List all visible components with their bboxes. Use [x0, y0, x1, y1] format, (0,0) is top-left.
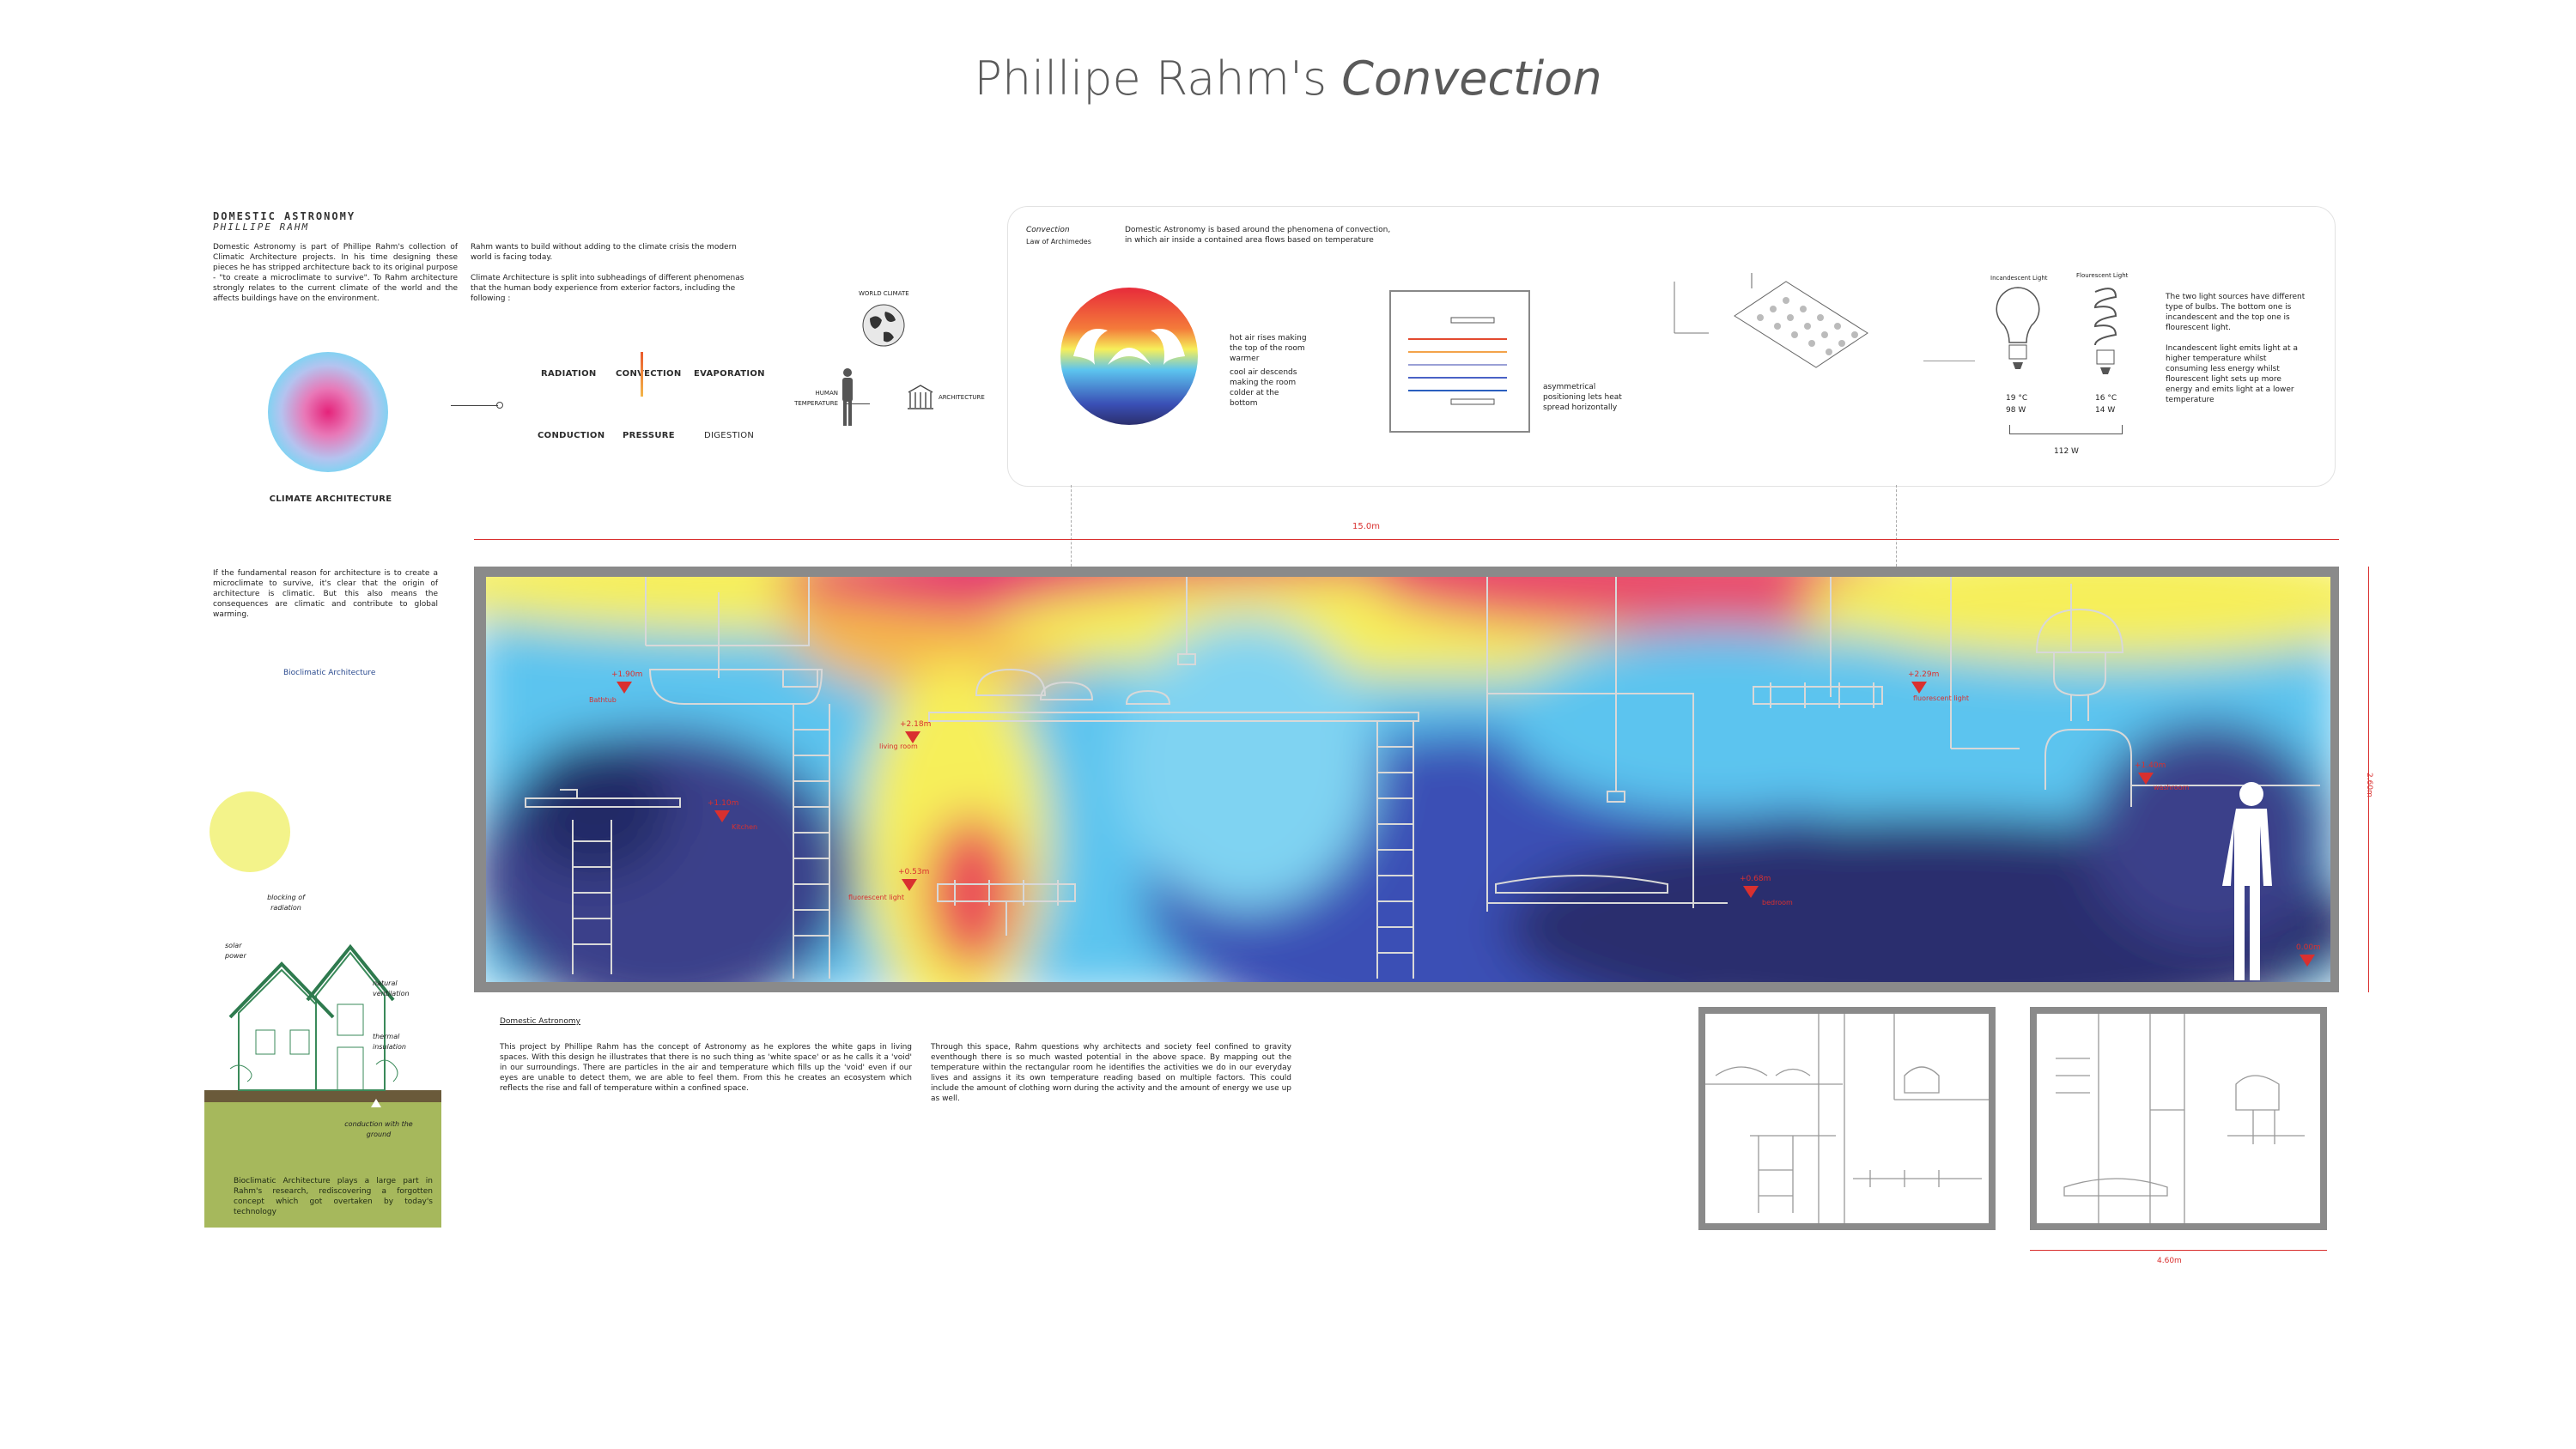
- marker-living-text: living room: [879, 743, 918, 750]
- convection-thermometer: [641, 352, 643, 397]
- incandescent-bulb-icon: [1992, 283, 2044, 386]
- bulb1-label: Incandescent Light: [1990, 275, 2048, 282]
- fluorescent-bulb-icon: [2088, 283, 2123, 386]
- sun-circle: [210, 791, 290, 872]
- thermal-ins-label: thermal insulation: [373, 1033, 406, 1051]
- architecture-label: ARCHITECTURE: [939, 394, 985, 401]
- marker-bathtub-tri: [617, 682, 632, 694]
- ground-label: conduction with the ground: [344, 1120, 413, 1138]
- bio-title: Bioclimatic Architecture: [283, 669, 376, 677]
- arrow-dot: [496, 402, 503, 409]
- convection-panel: [1007, 206, 2336, 487]
- intro-heading: DOMESTIC ASTRONOMY: [213, 210, 356, 222]
- architecture-icon: [906, 382, 935, 411]
- marker-bathtub: +1.90m: [611, 670, 643, 679]
- bulb1-watt: 98 W: [2006, 406, 2026, 415]
- title-italic: Convection: [1341, 52, 1602, 106]
- convection-sphere: [1056, 283, 1202, 429]
- conv-sublabel: Law of Archimedes: [1026, 238, 1091, 246]
- page-title: Phillipe Rahm's Convection: [0, 52, 2576, 106]
- phen-conduction: CONDUCTION: [538, 431, 605, 440]
- width-dim-line: [474, 539, 2339, 540]
- marker-washroom-tri: [2138, 773, 2154, 785]
- conv-desc: Domestic Astronomy is based around the p…: [1125, 226, 1391, 245]
- bottom-dim-line: [2030, 1250, 2327, 1251]
- marker-fl2-h: +2.29m: [1908, 670, 1940, 679]
- bulb2-label: Flourescent Light: [2076, 272, 2129, 279]
- human-temp-label: HUMAN TEMPERATURE: [794, 390, 838, 407]
- marker-kitchen-h: +1.10m: [708, 799, 739, 808]
- asym-text: asymmetrical positioning lets heat sprea…: [1543, 383, 1622, 412]
- marker-washroom-h: +1.40m: [2135, 761, 2166, 770]
- human-icon: [838, 367, 857, 427]
- small-section-1: [1698, 1007, 1996, 1230]
- climate-gradient-circle: [268, 352, 388, 472]
- height-dim-label: 2.60m: [2365, 773, 2373, 797]
- section-drawing: [474, 567, 2339, 992]
- small-section-2: [2030, 1007, 2327, 1230]
- marker-fl1-tri: [902, 879, 917, 891]
- solar-label: solar power: [225, 942, 246, 960]
- marker-bedroom-text: bedroom: [1762, 899, 1793, 906]
- phen-digestion: DIGESTION: [704, 431, 755, 440]
- intro-col2b: Climate Architecture is split into subhe…: [471, 274, 744, 303]
- light-text-1: The two light sources have different typ…: [2166, 293, 2306, 332]
- marker-bedroom-h: +0.68m: [1740, 875, 1771, 883]
- intro-subheading: PHILLIPE RAHM: [213, 221, 310, 233]
- cool-air-text: cool air descends making the room colder…: [1230, 368, 1297, 408]
- marker-bathtub-text: Bathtub: [589, 696, 617, 704]
- world-climate-label: WORLD CLIMATE: [859, 290, 909, 297]
- hot-air-text: hot air rises making the top of the room…: [1230, 334, 1307, 363]
- marker-bedroom-tri: [1743, 886, 1759, 898]
- bulb-bracket: [2009, 425, 2123, 434]
- phen-pressure: PRESSURE: [623, 431, 675, 440]
- height-dim-line: [2368, 567, 2369, 992]
- bottom-heading: Domestic Astronomy: [500, 1017, 580, 1026]
- marker-kitchen-text: Kitchen: [732, 823, 758, 831]
- climate-caption: CLIMATE ARCHITECTURE: [269, 494, 392, 504]
- marker-living-h: +2.18m: [900, 720, 932, 729]
- conduction-arrow-icon: [371, 1099, 381, 1107]
- intro-col1: Domestic Astronomy is part of Phillipe R…: [213, 243, 458, 303]
- link-line-1: [846, 403, 870, 404]
- title-main: Phillipe Rahm's: [974, 52, 1327, 106]
- guide-line-right: [1896, 485, 1897, 571]
- light-text-2: Incandescent light emits light at a high…: [2166, 344, 2298, 404]
- bottom-dim-label: 4.60m: [2157, 1257, 2182, 1265]
- bulb1-temp: 19 °C: [2006, 394, 2028, 403]
- marker-fl2-tri: [1911, 682, 1927, 694]
- conv-label: Convection: [1026, 226, 1070, 234]
- marker-kitchen-tri: [714, 810, 730, 822]
- room-diagram: [1389, 290, 1530, 433]
- bioclimatic-house: [204, 936, 441, 1228]
- marker-fl1-text: fluorescent light: [848, 894, 905, 901]
- marker-fl1-h: +0.53m: [898, 868, 930, 876]
- phen-convection: CONVECTION: [616, 369, 682, 379]
- marker-floor-h: 0.00m: [2296, 943, 2321, 952]
- bottom-col2: Through this space, Rahm questions why a…: [931, 1043, 1291, 1103]
- marker-living-tri: [905, 731, 920, 743]
- intro-col2a: Rahm wants to build without adding to th…: [471, 243, 737, 262]
- marker-fl2-text: fluorescent light: [1913, 694, 1970, 702]
- natural-vent-label: natural ventilation: [373, 979, 410, 997]
- phen-radiation: RADIATION: [541, 369, 597, 379]
- bulb-total: 112 W: [2054, 447, 2079, 456]
- globe-icon: [861, 303, 906, 348]
- bottom-col1: This project by Phillipe Rahm has the co…: [500, 1043, 912, 1093]
- left-quote: If the fundamental reason for architectu…: [213, 569, 438, 619]
- phen-evaporation: EVAPORATION: [694, 369, 765, 379]
- width-dim-label: 15.0m: [1352, 522, 1381, 531]
- arrow-line: [451, 405, 498, 406]
- ceiling-light-grid: [1657, 264, 1915, 393]
- bulb2-temp: 16 °C: [2095, 394, 2117, 403]
- marker-floor-tri: [2300, 955, 2315, 967]
- blocking-label: blocking of radiation: [267, 894, 305, 912]
- marker-washroom-text: washroom: [2154, 784, 2190, 791]
- guide-line-left: [1071, 485, 1072, 571]
- bio-text: Bioclimatic Architecture plays a large p…: [234, 1177, 433, 1216]
- bulb2-watt: 14 W: [2095, 406, 2116, 415]
